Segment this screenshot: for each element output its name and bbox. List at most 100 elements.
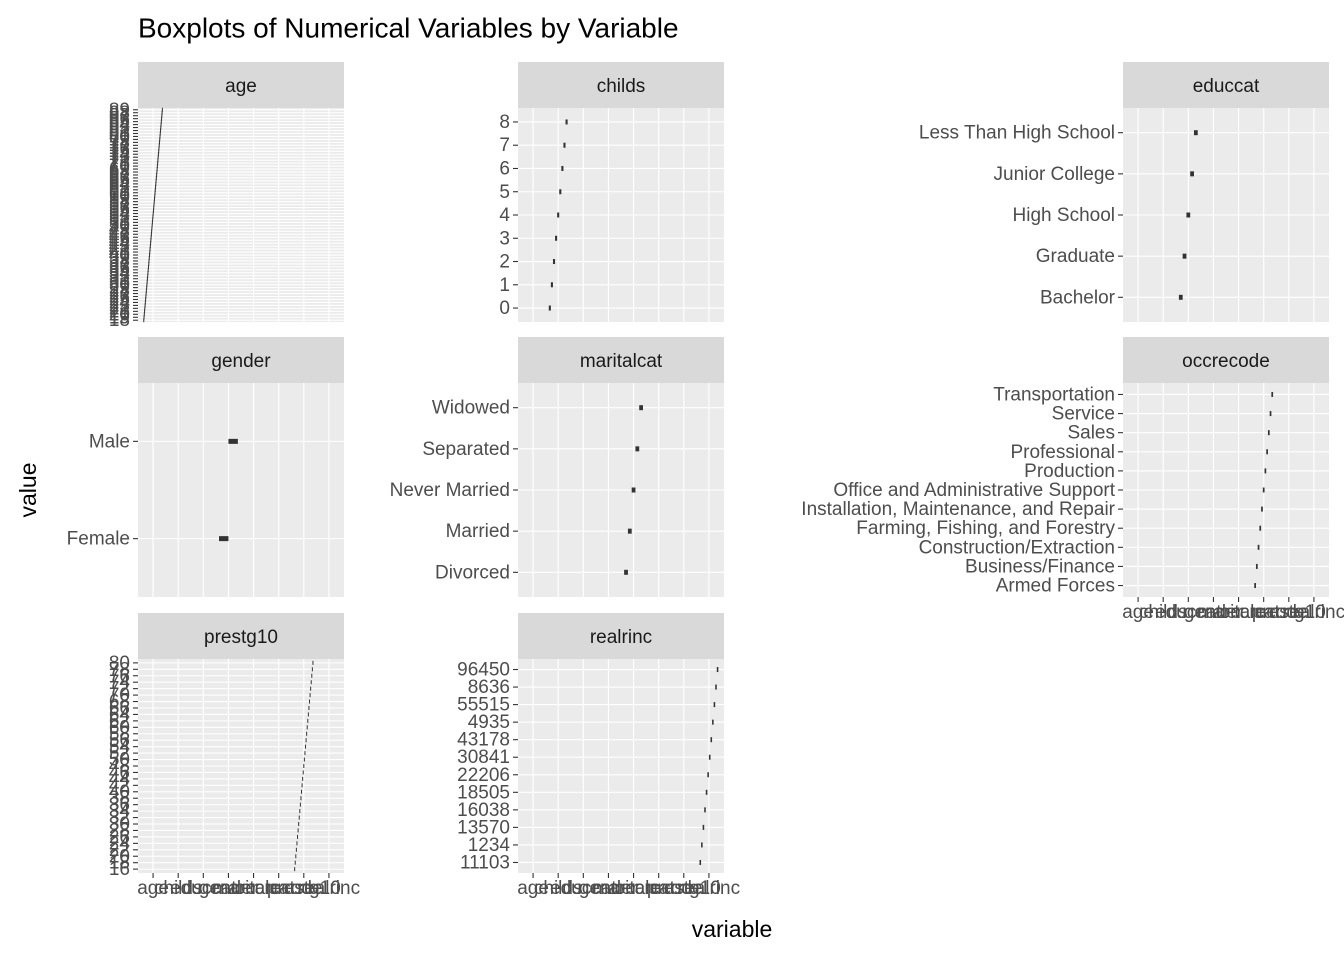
- box: [1267, 430, 1270, 436]
- y-tick-label: 47: [109, 224, 130, 245]
- box: [153, 202, 155, 207]
- y-tick-label: 58: [109, 724, 130, 745]
- y-tick-label: Junior College: [994, 164, 1115, 185]
- box: [150, 241, 152, 246]
- box: [157, 158, 159, 163]
- y-tick-label: 61: [109, 183, 130, 204]
- y-tick-label: 54: [109, 204, 131, 225]
- box: [159, 137, 161, 142]
- box: [157, 161, 159, 166]
- y-tick-label: 64: [109, 174, 131, 195]
- box: [306, 725, 308, 730]
- y-tick-label: 44: [109, 233, 131, 254]
- y-tick-label: 30: [109, 275, 130, 296]
- box: [152, 208, 154, 213]
- box: [307, 712, 309, 717]
- box: [151, 229, 153, 234]
- x-tick-label: educcat: [1155, 602, 1222, 623]
- x-tick-label: gender: [579, 878, 639, 899]
- box: [296, 841, 298, 846]
- y-tick-label: 30841: [457, 747, 510, 768]
- y-tick-label: 96450: [457, 660, 510, 681]
- y-tick-label: 78: [109, 659, 130, 680]
- box: [1255, 563, 1258, 569]
- box: [160, 119, 162, 124]
- box: [713, 702, 716, 708]
- box: [145, 294, 147, 299]
- box: [297, 834, 299, 839]
- y-tick-label: 55: [109, 201, 130, 222]
- box: [295, 847, 297, 852]
- box: [151, 220, 153, 225]
- y-tick-label: 8: [499, 112, 510, 133]
- panel-background: [518, 659, 724, 873]
- box: [1254, 583, 1256, 589]
- box: [151, 223, 153, 228]
- box: [311, 673, 313, 678]
- y-tick-label: 62: [109, 711, 130, 732]
- box: [158, 146, 160, 151]
- box: [157, 155, 159, 160]
- box: [146, 276, 148, 281]
- strip: [1123, 337, 1329, 383]
- y-tick-label: Less Than High School: [919, 123, 1115, 144]
- box: [557, 212, 560, 218]
- x-tick-label: age: [517, 878, 549, 899]
- box: [550, 282, 553, 288]
- y-tick-label: 66: [109, 168, 130, 189]
- box: [310, 680, 312, 685]
- x-tick-label: childs: [1139, 602, 1188, 623]
- box: [1264, 468, 1267, 474]
- box: [635, 446, 640, 452]
- box: [699, 859, 702, 865]
- y-tick-label: 34: [109, 801, 131, 822]
- box: [147, 270, 149, 275]
- y-tick-label: 58: [109, 192, 130, 213]
- y-tick-label: 52: [109, 209, 130, 230]
- y-tick-label: 38: [109, 788, 130, 809]
- x-tick-label: prestg10: [1252, 602, 1326, 623]
- y-tick-label: 71: [109, 153, 130, 174]
- y-tick-label: 49: [109, 218, 130, 239]
- strip-label: childs: [597, 76, 646, 97]
- box: [144, 309, 146, 314]
- y-tick-label: 50: [109, 750, 130, 771]
- box: [715, 684, 717, 690]
- strip: [1123, 62, 1329, 108]
- box: [1262, 487, 1265, 493]
- box: [300, 796, 302, 801]
- x-tick-label: gender: [1184, 602, 1244, 623]
- box: [1186, 212, 1191, 218]
- x-tick-label: maritalcat: [212, 878, 295, 899]
- panel-background: [138, 383, 344, 597]
- x-tick-label: maritalcat: [592, 878, 675, 899]
- y-tick-label: Professional: [1010, 442, 1115, 463]
- y-tick-label: 40: [109, 245, 130, 266]
- box: [144, 306, 146, 311]
- y-tick-label: 68: [109, 692, 130, 713]
- box: [145, 288, 147, 293]
- y-tick-label: Bachelor: [1040, 287, 1116, 308]
- x-tick-label: childs: [534, 878, 583, 899]
- box: [298, 815, 300, 820]
- y-tick-label: 3: [499, 228, 510, 249]
- box: [565, 119, 568, 125]
- box: [299, 809, 301, 814]
- y-tick-label: 33: [109, 266, 130, 287]
- box: [548, 305, 551, 311]
- strip-label: occrecode: [1182, 351, 1270, 372]
- box: [305, 744, 307, 749]
- box: [148, 255, 150, 260]
- box: [299, 802, 301, 807]
- box: [156, 164, 158, 169]
- box: [161, 116, 163, 121]
- box: [716, 667, 719, 673]
- strip: [138, 62, 344, 108]
- box: [310, 686, 312, 691]
- box: [149, 244, 151, 249]
- box: [294, 867, 296, 872]
- box: [161, 107, 163, 112]
- box: [147, 273, 149, 278]
- y-tick-label: 79: [109, 129, 130, 150]
- box: [155, 178, 157, 183]
